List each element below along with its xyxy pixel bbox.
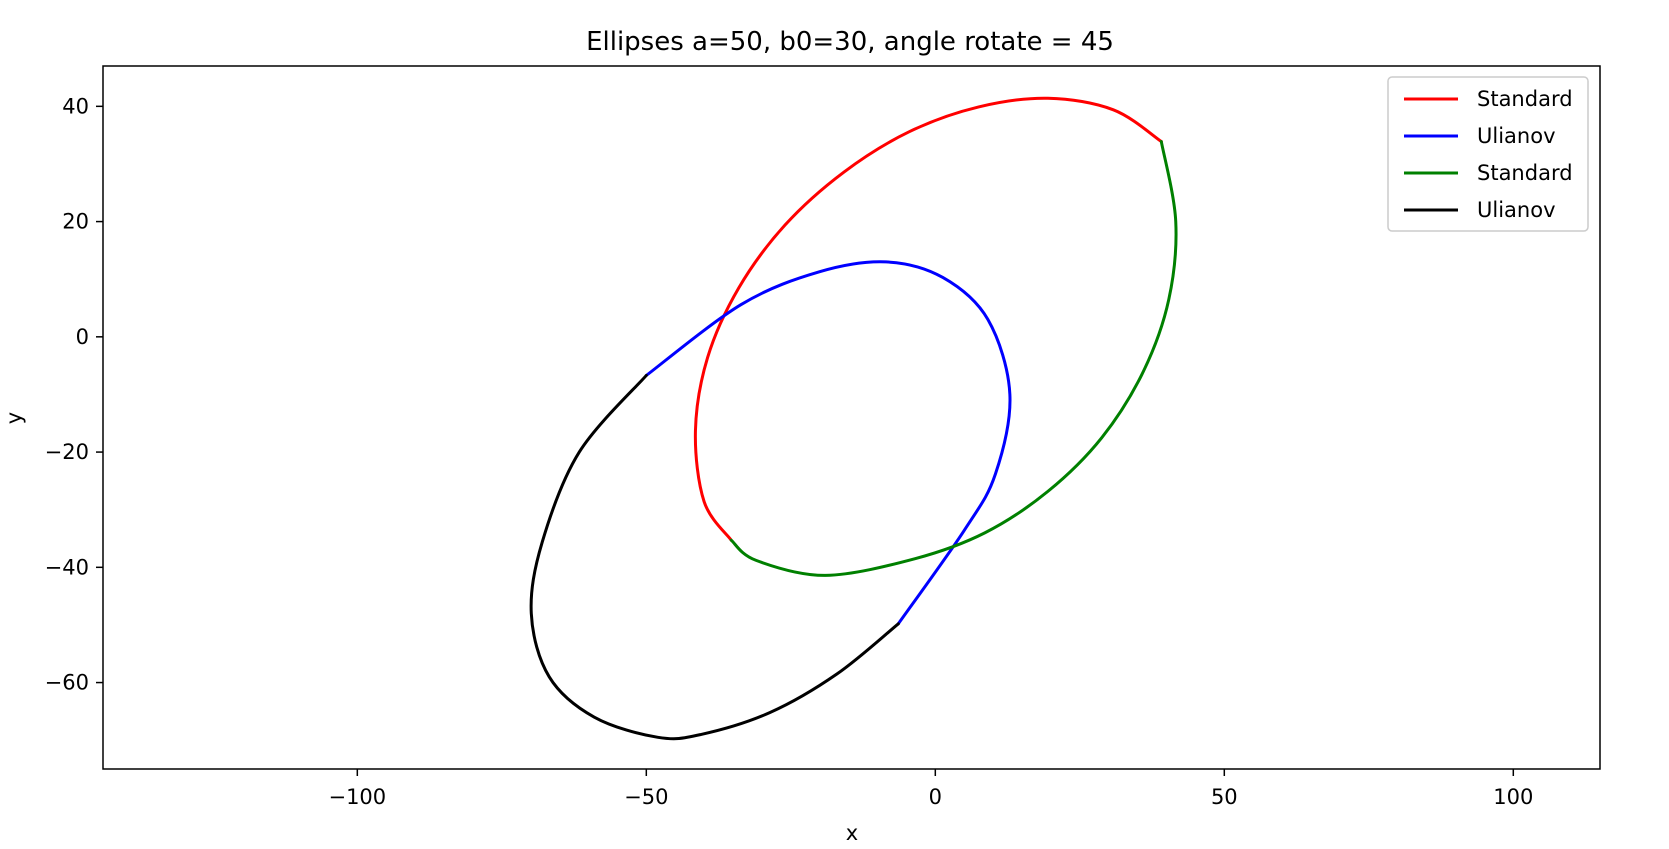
- y-tick-label: 40: [62, 94, 89, 118]
- y-tick-label: −60: [45, 671, 89, 695]
- series-line-1: [693, 96, 1163, 542]
- legend-frame: [1387, 76, 1589, 232]
- y-axis-label: y: [2, 412, 26, 424]
- legend-label-2: Ulianov: [1477, 124, 1556, 148]
- series-curves: [529, 96, 1178, 741]
- y-axis-ticks: −60 −40 −20 0 20 40: [45, 94, 103, 695]
- x-tick-label: 100: [1493, 785, 1533, 809]
- legend-label-4: Ulianov: [1477, 198, 1556, 222]
- chart-title: Ellipses a=50, b0=30, angle rotate = 45: [586, 27, 1114, 57]
- x-tick-label: −100: [328, 785, 386, 809]
- x-axis-ticks: −100 −50 0 50 100: [328, 769, 1533, 809]
- x-tick-label: 0: [929, 785, 942, 809]
- series-line-3: [729, 139, 1178, 577]
- axes-frame: [102, 65, 1601, 770]
- y-tick-label: −20: [45, 440, 89, 464]
- legend-label-1: Standard: [1477, 87, 1573, 111]
- x-axis-label: x: [846, 821, 858, 845]
- y-tick-label: −40: [45, 555, 89, 579]
- y-tick-label: 20: [62, 210, 89, 234]
- y-tick-label: 0: [76, 325, 89, 349]
- legend: Standard Ulianov Standard Ulianov: [1387, 76, 1589, 232]
- series-line-4: [529, 373, 900, 741]
- plot-area: [102, 65, 1601, 770]
- legend-label-3: Standard: [1477, 161, 1573, 185]
- x-tick-label: −50: [624, 785, 668, 809]
- series-line-2: [644, 260, 1012, 626]
- x-tick-label: 50: [1211, 785, 1238, 809]
